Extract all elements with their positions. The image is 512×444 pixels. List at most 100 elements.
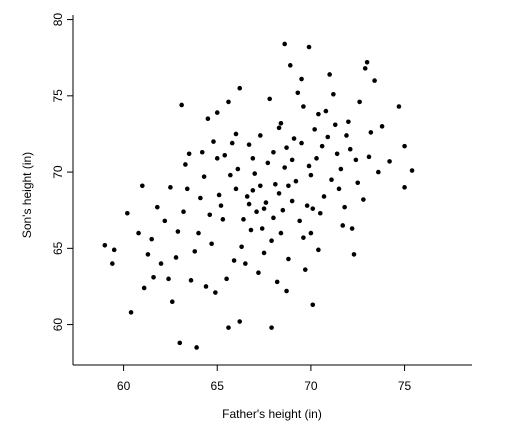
point: [346, 119, 351, 125]
point: [327, 72, 332, 77]
point: [198, 195, 203, 201]
point: [344, 133, 349, 138]
point: [338, 166, 344, 172]
point: [203, 284, 209, 289]
point: [282, 41, 287, 47]
point: [353, 157, 359, 163]
point: [372, 78, 377, 83]
point: [265, 160, 271, 166]
point: [306, 163, 312, 169]
point: [250, 188, 256, 193]
point: [284, 288, 289, 294]
point: [237, 319, 243, 324]
point: [199, 149, 205, 155]
point: [280, 207, 286, 213]
point: [173, 255, 179, 260]
point: [214, 110, 220, 115]
point: [364, 59, 370, 65]
point: [128, 310, 134, 315]
point: [226, 325, 231, 330]
point: [368, 130, 374, 135]
x-tick-label: 75: [398, 379, 412, 393]
y-axis-title: Son's height (in): [20, 152, 34, 238]
y-tick-label: 70: [51, 165, 65, 179]
point: [151, 275, 156, 280]
point: [357, 99, 362, 105]
point: [289, 198, 295, 204]
point: [184, 186, 190, 192]
point: [256, 270, 261, 276]
point: [209, 241, 214, 247]
x-tick-label: 60: [117, 379, 131, 393]
point: [154, 204, 160, 210]
point: [310, 302, 316, 308]
point: [194, 345, 199, 350]
point: [314, 156, 319, 161]
point: [282, 165, 287, 170]
point: [306, 44, 312, 50]
point: [140, 183, 145, 189]
point: [316, 247, 321, 253]
point: [321, 194, 327, 199]
point: [366, 154, 372, 160]
point: [207, 212, 213, 218]
point: [239, 244, 244, 250]
point: [111, 247, 117, 253]
point: [278, 230, 284, 236]
point: [286, 183, 291, 189]
point: [248, 227, 254, 233]
point: [243, 261, 248, 266]
point: [188, 278, 194, 283]
point: [293, 178, 299, 184]
point: [181, 209, 186, 215]
y-tick-label: 60: [51, 318, 65, 332]
point: [409, 168, 415, 173]
point: [211, 139, 216, 144]
point: [149, 236, 154, 242]
point: [276, 191, 282, 196]
x-axis-title: Father's height (in): [222, 407, 322, 421]
point: [145, 252, 151, 257]
point: [231, 258, 237, 263]
point: [402, 143, 407, 149]
point: [301, 104, 306, 109]
point: [244, 194, 250, 199]
point: [177, 340, 183, 346]
point: [269, 238, 274, 244]
point: [302, 267, 308, 272]
point: [192, 249, 198, 254]
point: [336, 186, 342, 192]
point: [299, 76, 304, 82]
point: [252, 171, 258, 176]
point: [301, 235, 306, 240]
point: [332, 122, 338, 128]
point: [317, 210, 323, 216]
point: [183, 162, 188, 167]
point: [312, 127, 317, 132]
point: [349, 226, 355, 231]
point: [269, 325, 274, 330]
point: [355, 180, 361, 186]
point: [205, 116, 211, 122]
point: [342, 204, 347, 210]
point: [258, 183, 263, 189]
point: [351, 252, 357, 257]
point: [186, 151, 192, 157]
point: [246, 201, 252, 207]
point: [347, 146, 353, 152]
point: [316, 111, 321, 117]
point: [329, 177, 334, 183]
point: [325, 134, 331, 140]
point: [263, 200, 269, 205]
point: [323, 108, 329, 114]
point: [304, 203, 310, 208]
point: [196, 230, 201, 236]
point: [166, 276, 171, 282]
point: [175, 229, 181, 234]
point: [216, 192, 222, 198]
point: [250, 156, 256, 161]
point: [276, 125, 282, 131]
y-tick-label: 80: [51, 13, 65, 27]
point: [362, 66, 368, 71]
